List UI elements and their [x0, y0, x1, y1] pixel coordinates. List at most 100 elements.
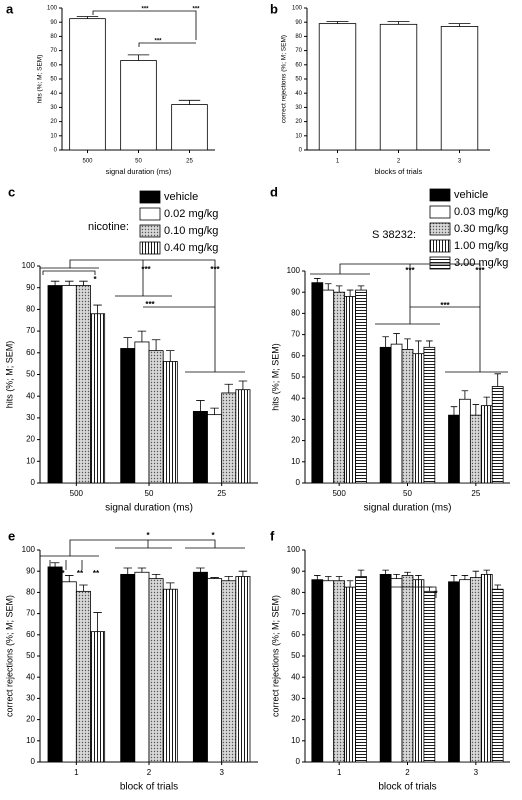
x-tick-label: 1 [337, 768, 342, 777]
y-tick-label: 50 [291, 372, 300, 381]
panel-label: f [270, 528, 275, 543]
y-tick-label: 100 [287, 545, 301, 554]
bar [390, 343, 403, 484]
y-tick-label: 20 [295, 119, 302, 125]
bar [75, 285, 91, 484]
x-tick-label: 2 [147, 768, 152, 777]
error-bar [76, 16, 99, 19]
bar [318, 23, 357, 151]
bar [134, 341, 150, 484]
error-bar [93, 612, 102, 632]
y-tick-label: 50 [291, 651, 300, 660]
x-tick-label: 25 [217, 489, 226, 498]
x-axis-label: signal duration (ms) [106, 167, 172, 176]
y-tick-label: 20 [26, 715, 35, 724]
legend-label: 0.30 mg/kg [454, 223, 508, 235]
bar [162, 361, 178, 484]
bar [61, 581, 77, 763]
bar [90, 313, 106, 484]
legend-title: S 38232: [372, 229, 416, 241]
x-tick-label: 1 [336, 159, 340, 165]
error-bar [210, 407, 219, 415]
bar [322, 580, 335, 763]
y-tick-label: 0 [296, 478, 301, 487]
panel-label: d [270, 184, 278, 199]
bar [491, 386, 504, 484]
y-tick-label: 70 [26, 326, 35, 335]
y-tick-label: 90 [291, 287, 300, 296]
y-tick-label: 80 [50, 34, 57, 40]
y-tick-label: 0 [299, 148, 303, 154]
error-bar [450, 406, 458, 416]
bar [171, 104, 208, 151]
y-tick-label: 30 [291, 694, 300, 703]
bar [355, 289, 367, 484]
x-tick-label: 2 [397, 159, 401, 165]
y-tick-label: 10 [50, 133, 57, 139]
bar [379, 573, 392, 763]
y-tick-label: 0 [54, 148, 58, 154]
bar [469, 414, 482, 484]
legend-swatch [139, 224, 161, 238]
error-bar [151, 573, 161, 579]
error-bar [494, 584, 501, 590]
bar [192, 410, 208, 484]
error-bar [335, 285, 343, 293]
legend-swatch [429, 222, 451, 236]
y-tick-label: 50 [26, 370, 35, 379]
bar [480, 405, 493, 484]
y-axis-label: hits (%; M; SEM) [270, 343, 280, 411]
error-bar [472, 404, 480, 416]
y-tick-label: 30 [295, 105, 302, 111]
bar [75, 590, 91, 763]
panel-label: a [6, 1, 14, 16]
bar [459, 579, 471, 763]
x-tick-label: 50 [403, 489, 412, 498]
significance-marker: *** [210, 265, 220, 274]
significance-marker: ** [77, 569, 84, 578]
y-tick-label: 40 [291, 672, 300, 681]
x-tick-label: 25 [471, 489, 480, 498]
bar [235, 576, 251, 763]
y-tick-label: 60 [26, 630, 35, 639]
error-bar [137, 567, 147, 573]
bar [390, 578, 403, 763]
legend-swatch [429, 239, 451, 253]
y-tick-label: 10 [295, 133, 302, 139]
y-tick-label: 20 [291, 436, 300, 445]
error-bar [415, 575, 422, 580]
bar [412, 353, 425, 484]
error-bar [450, 575, 458, 582]
y-axis-label: correct rejections (%; M; SEM) [270, 595, 280, 717]
significance-marker: * [146, 531, 150, 540]
y-tick-label: 30 [26, 694, 35, 703]
bar [412, 579, 425, 763]
error-bar [426, 586, 433, 592]
significance-bracket [138, 42, 196, 47]
y-tick-label: 90 [291, 566, 300, 575]
x-tick-label: 500 [70, 489, 84, 498]
significance-marker: *** [440, 301, 450, 310]
legend-swatch [139, 190, 161, 204]
y-tick-label: 100 [287, 266, 301, 275]
error-bar [346, 289, 354, 297]
y-tick-label: 80 [26, 305, 35, 314]
bar [235, 389, 251, 484]
legend-title: nicotine: [88, 221, 129, 233]
error-bar [494, 373, 501, 387]
error-bar [64, 575, 74, 582]
bar [162, 588, 178, 763]
y-tick-label: 100 [22, 545, 36, 554]
bar [459, 398, 471, 484]
significance-marker: *** [154, 39, 162, 45]
y-tick-label: 40 [295, 91, 302, 97]
significance-marker: * [211, 531, 215, 540]
y-tick-label: 70 [26, 609, 35, 618]
x-tick-label: 50 [135, 159, 142, 165]
x-axis-label: blocks of trials [375, 167, 423, 176]
bar [469, 577, 482, 763]
bar [207, 578, 223, 763]
y-tick-label: 10 [26, 456, 35, 465]
y-tick-label: 20 [26, 435, 35, 444]
